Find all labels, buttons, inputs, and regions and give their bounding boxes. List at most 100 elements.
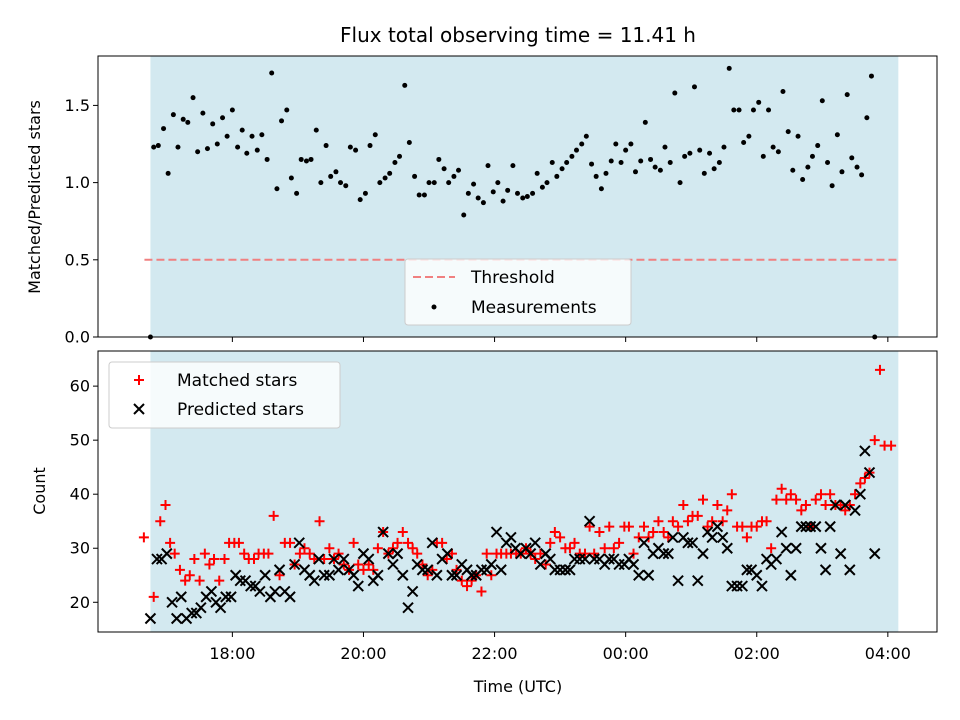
matched-point [403, 537, 414, 548]
matched-point [855, 478, 866, 489]
data-point [701, 170, 707, 176]
matched-point [392, 537, 403, 548]
matched-point [549, 527, 560, 538]
predicted-point [642, 569, 655, 581]
matched-point [174, 564, 185, 575]
predicted-point [391, 547, 404, 560]
matched-point [397, 527, 408, 538]
matched-point [608, 543, 619, 554]
matched-point [604, 521, 615, 532]
predicted-point [800, 520, 812, 533]
data-point [338, 180, 344, 186]
predicted-point [795, 520, 808, 533]
data-point [500, 198, 506, 204]
matched-point [239, 548, 250, 559]
predicted-point [613, 558, 625, 571]
data-point [603, 170, 609, 176]
data-point [382, 175, 388, 181]
data-point [741, 139, 747, 145]
matched-point [682, 516, 693, 527]
data-point [505, 187, 511, 193]
predicted-point [175, 591, 187, 603]
data-point [662, 144, 668, 150]
data-point [682, 153, 688, 159]
matched-point [148, 591, 159, 602]
matched-point [456, 575, 467, 586]
predicted-point [490, 526, 503, 538]
data-point [559, 166, 565, 172]
data-point [235, 144, 241, 150]
data-point [790, 167, 796, 173]
legend-threshold-label: Threshold [470, 268, 555, 288]
matched-point [639, 521, 650, 532]
data-point [367, 143, 373, 149]
predicted-point [726, 580, 738, 592]
matched-point [564, 543, 575, 554]
matched-point [417, 559, 428, 570]
matched-point [209, 554, 220, 565]
matched-point [648, 527, 659, 538]
data-point [318, 180, 324, 186]
matched-point [840, 505, 851, 516]
matched-point [678, 500, 689, 511]
predicted-point [633, 569, 645, 581]
predicted-point [186, 607, 198, 619]
y-tick-label: 20 [70, 593, 90, 612]
matched-point [850, 489, 861, 500]
predicted-point [323, 569, 336, 581]
data-point [465, 190, 471, 196]
predicted-point [849, 504, 861, 517]
data-point [456, 167, 462, 173]
matched-point [363, 559, 374, 570]
predicted-point [170, 612, 183, 625]
predicted-point [259, 569, 271, 581]
predicted-point [220, 591, 232, 603]
predicted-point [583, 515, 596, 527]
predicted-point [863, 466, 876, 479]
predicted-point [657, 547, 670, 560]
predicted-point [736, 580, 749, 592]
predicted-point [308, 574, 321, 587]
matched-point [194, 575, 205, 586]
matched-point [712, 500, 723, 511]
matched-point [658, 527, 669, 538]
data-point [151, 144, 157, 150]
predicted-point [397, 569, 409, 581]
data-point [800, 177, 806, 183]
predicted-point [382, 547, 395, 560]
data-point [756, 99, 762, 105]
data-point [204, 146, 210, 152]
data-point [362, 190, 368, 196]
data-point [554, 173, 560, 179]
y-tick-label: 0.5 [65, 250, 90, 269]
predicted-point [431, 569, 443, 581]
data-point [608, 158, 614, 164]
matched-point [555, 532, 566, 543]
predicted-point [579, 553, 591, 565]
matched-point [815, 489, 826, 500]
predicted-point [495, 564, 507, 576]
data-point [834, 132, 840, 138]
data-point [495, 180, 501, 186]
data-point [809, 153, 815, 159]
data-point [868, 73, 874, 79]
predicted-point [363, 553, 375, 565]
data-point [638, 158, 644, 164]
data-point [451, 173, 457, 179]
data-point [510, 163, 516, 169]
matched-point [614, 537, 625, 548]
matched-point [462, 581, 473, 592]
data-point [170, 112, 176, 118]
predicted-point [534, 558, 547, 571]
data-point [859, 172, 865, 178]
data-point [628, 141, 634, 147]
predicted-point [166, 596, 178, 608]
data-point [431, 180, 437, 186]
predicted-point [672, 574, 684, 587]
data-point [195, 149, 201, 155]
predicted-point [328, 553, 340, 565]
data-point [657, 167, 663, 173]
data-point [564, 160, 570, 166]
data-point [731, 107, 737, 113]
